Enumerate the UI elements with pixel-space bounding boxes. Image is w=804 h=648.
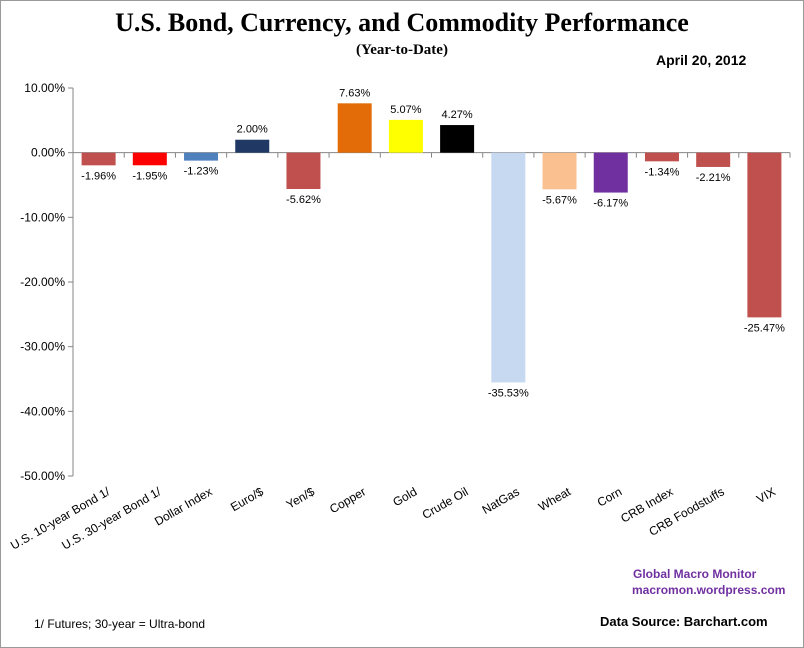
- y-tick-label: -50.00%: [20, 469, 65, 483]
- bar: [184, 152, 219, 161]
- bar: [132, 152, 167, 166]
- bar: [440, 125, 475, 153]
- data-label: -6.17%: [593, 198, 628, 210]
- data-label: -1.95%: [132, 170, 167, 182]
- data-label: 4.27%: [442, 109, 473, 121]
- y-tick-label: 10.00%: [24, 81, 65, 95]
- y-tick-label: -20.00%: [20, 275, 65, 289]
- category-label: Dollar Index: [152, 484, 214, 528]
- category-label: Wheat: [536, 484, 574, 514]
- bar: [81, 152, 116, 166]
- chart-date: April 20, 2012: [656, 52, 747, 68]
- bar: [491, 152, 526, 383]
- category-label: U.S. 30-year Bond 1/: [59, 484, 164, 552]
- bar: [644, 152, 679, 162]
- y-tick-label: -40.00%: [20, 404, 65, 418]
- data-label: -25.47%: [744, 322, 785, 334]
- category-label: NatGas: [480, 484, 522, 516]
- data-label: 7.63%: [339, 87, 370, 99]
- chart-title: U.S. Bond, Currency, and Commodity Perfo…: [115, 8, 689, 37]
- brand-name: Global Macro Monitor: [633, 567, 757, 581]
- category-label: Crude Oil: [420, 484, 471, 521]
- data-label: -1.34%: [645, 166, 680, 178]
- chart-subtitle: (Year-to-Date): [356, 42, 448, 58]
- bar: [235, 139, 270, 153]
- brand-url: macromon.wordpress.com: [632, 583, 786, 597]
- data-label: -5.67%: [542, 194, 577, 206]
- bar: [593, 152, 628, 193]
- y-tick-label: 0.00%: [31, 146, 65, 160]
- y-tick-label: -10.00%: [20, 210, 65, 224]
- category-label: Corn: [595, 484, 625, 509]
- bar: [747, 152, 782, 318]
- category-label: Copper: [327, 484, 368, 516]
- category-label: Yen/$: [284, 484, 317, 511]
- footnote: 1/ Futures; 30-year = Ultra-bond: [34, 617, 206, 631]
- data-label: -1.23%: [184, 166, 219, 178]
- category-label: Euro/$: [228, 484, 266, 514]
- data-label: 2.00%: [237, 124, 268, 136]
- data-label: -2.21%: [696, 172, 731, 184]
- data-label: -35.53%: [488, 387, 529, 399]
- category-label: Gold: [390, 484, 419, 509]
- data-label: 5.07%: [390, 104, 421, 116]
- bar: [388, 119, 423, 153]
- data-source: Data Source: Barchart.com: [600, 614, 768, 629]
- bar: [542, 152, 577, 190]
- bar: [286, 152, 321, 190]
- data-label: -5.62%: [286, 194, 321, 206]
- data-label: -1.96%: [81, 170, 116, 182]
- category-label: VIX: [754, 484, 778, 506]
- y-tick-label: -30.00%: [20, 340, 65, 354]
- bar: [696, 152, 731, 167]
- bar: [337, 103, 372, 153]
